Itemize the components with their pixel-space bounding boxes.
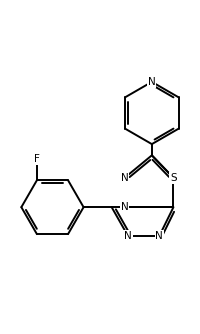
Text: F: F [34, 154, 40, 164]
Text: N: N [124, 231, 132, 241]
Text: N: N [121, 173, 129, 183]
Text: N: N [155, 231, 163, 241]
Text: N: N [121, 202, 129, 212]
Text: N: N [148, 77, 156, 87]
Text: S: S [170, 173, 177, 183]
